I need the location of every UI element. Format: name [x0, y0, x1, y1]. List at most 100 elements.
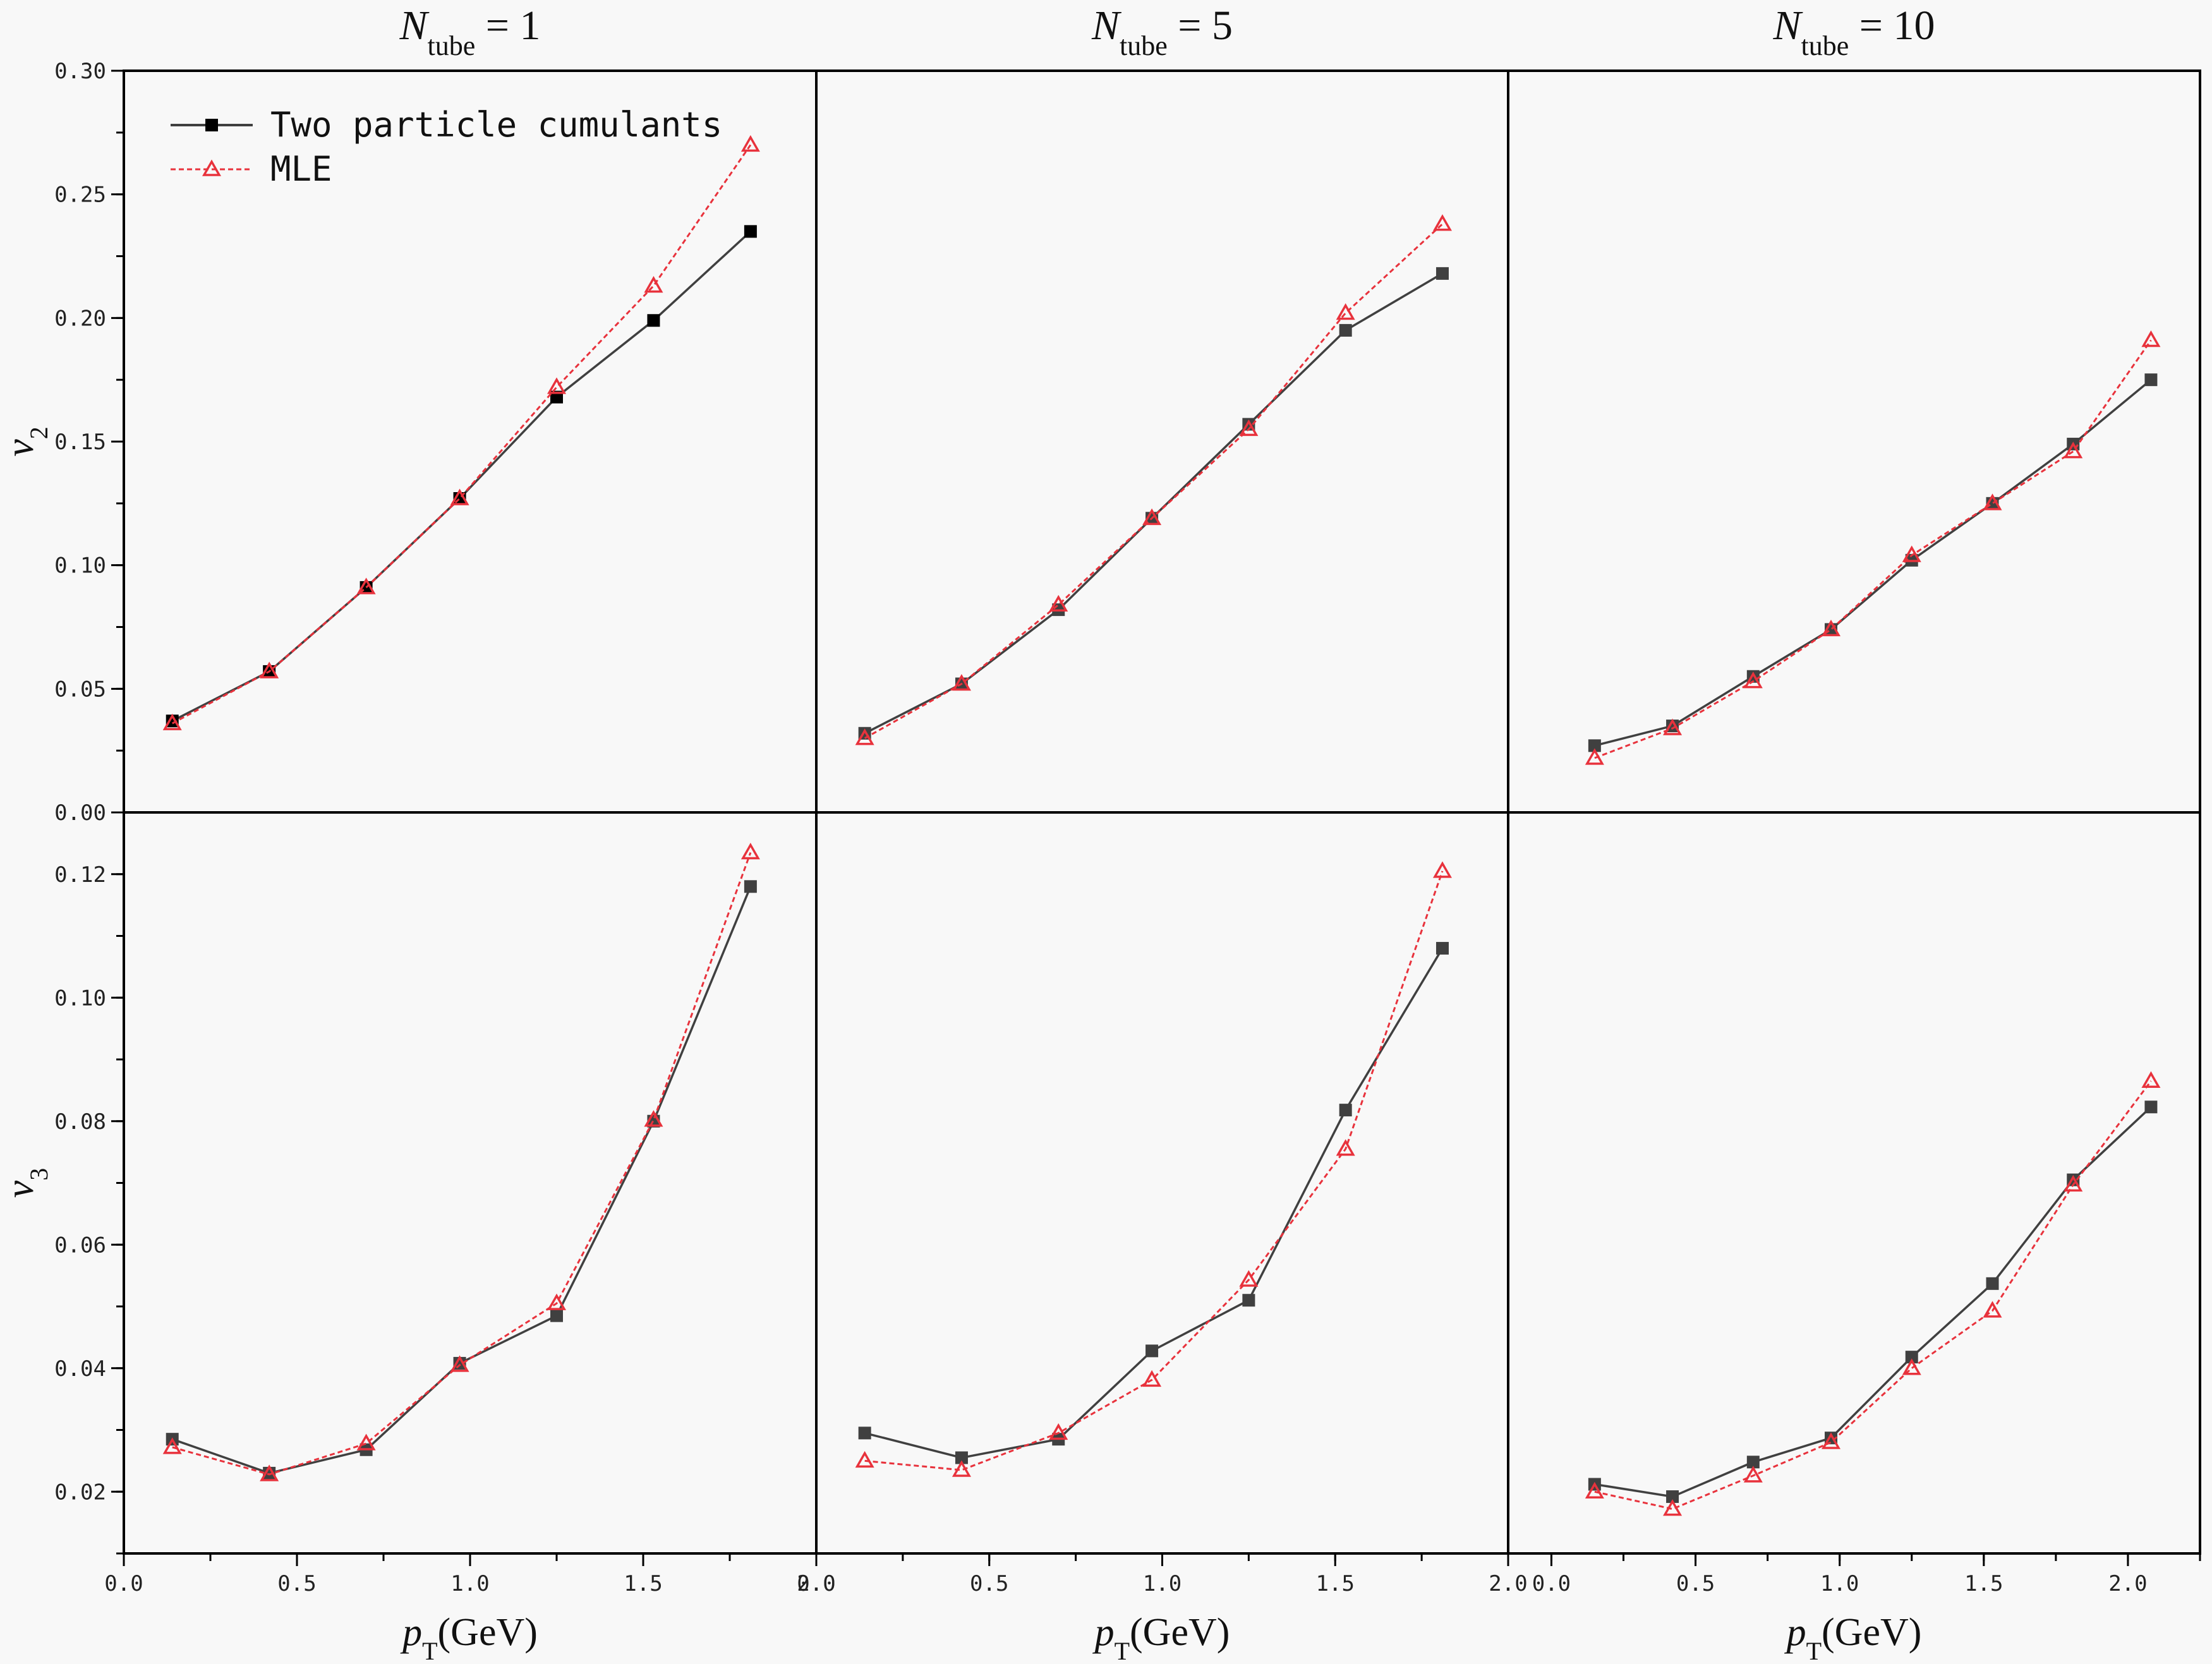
x-tick-label: 2.0 — [1489, 1571, 1527, 1596]
y-axis-title-row1: v3 — [0, 1168, 53, 1198]
mle-data-point — [1049, 594, 1068, 612]
y-tick-label: 0.04 — [54, 1356, 106, 1382]
mle-data-point — [1049, 1423, 1068, 1440]
mle-series-line — [172, 852, 752, 1476]
cumulant-data-point — [744, 225, 757, 238]
mle-data-point — [547, 377, 567, 394]
mle-data-point — [450, 488, 469, 505]
mle-data-point — [1585, 1481, 1604, 1498]
y-tick-label: 0.20 — [54, 306, 106, 331]
mle-data-point — [1902, 545, 1921, 562]
cumulant-data-point — [166, 714, 179, 728]
x-tick-label: 0.5 — [1676, 1571, 1715, 1596]
mle-data-point — [644, 1110, 663, 1127]
x-tick-label: 1.0 — [1820, 1571, 1859, 1596]
x-tick-label: 0.0 — [1532, 1571, 1571, 1596]
cumulant-data-point — [1666, 720, 1679, 733]
mle-data-point — [952, 673, 971, 691]
cumulant-data-point — [1242, 1294, 1255, 1307]
x-tick-label: 0.5 — [277, 1571, 316, 1596]
cumulant-data-point — [1588, 739, 1601, 752]
mle-data-point — [1743, 1466, 1763, 1483]
mle-data-point — [1821, 1432, 1841, 1449]
mle-data-point — [356, 577, 376, 594]
mle-data-point — [2141, 330, 2161, 347]
mle-data-point — [855, 1450, 874, 1468]
cumulant-data-point — [1746, 1456, 1760, 1469]
y-tick-label: 0.25 — [54, 183, 106, 208]
cumulant-data-point — [1986, 1277, 1999, 1290]
mle-data-point — [1743, 672, 1763, 689]
y-tick-label: 0.08 — [54, 1109, 106, 1135]
mle-data-point — [1983, 1301, 2002, 1318]
cumulant-data-point — [1666, 1490, 1679, 1504]
x-axis-title-col1: pT(GeV) — [1092, 1611, 1230, 1664]
mle-data-point — [356, 1433, 376, 1450]
cumulant-data-point — [550, 1309, 563, 1322]
mle-data-point — [1983, 493, 2002, 510]
cumulant-data-point — [858, 1426, 871, 1440]
cumulant-data-point — [1145, 1344, 1159, 1358]
x-tick-label: 2.0 — [797, 1571, 835, 1596]
cumulant-data-point — [647, 314, 660, 327]
mle-data-point — [740, 135, 760, 152]
y-tick-label: 0.00 — [54, 800, 106, 826]
x-tick-label: 1.0 — [1143, 1571, 1182, 1596]
y-tick-label: 0.12 — [54, 862, 106, 888]
y-tick-label: 0.15 — [54, 430, 106, 455]
mle-data-point — [1663, 1499, 1683, 1516]
cumulant-data-point — [744, 880, 757, 893]
panel-r1-c2 — [1585, 1071, 2161, 1516]
mle-data-point — [1239, 1270, 1259, 1287]
mle-series-line — [864, 223, 1443, 739]
x-tick-label: 0.0 — [797, 1571, 835, 1596]
panel-r1-c0 — [162, 843, 760, 1481]
axis-labels: v2 v3 pT(GeV) Ntube = 1 pT(GeV) Ntube = 5 pT(G… — [0, 3, 1935, 1664]
mle-series-line — [1594, 1080, 2152, 1510]
y-tick-label: 0.06 — [54, 1233, 106, 1258]
panel-r0-c1 — [855, 214, 1452, 745]
mle-data-point — [644, 275, 663, 293]
y-tick-label: 0.10 — [54, 986, 106, 1011]
mle-data-point — [855, 728, 874, 745]
mle-data-point — [1902, 1358, 1921, 1375]
column-title-1: Ntube = 5 — [1091, 3, 1233, 61]
legend-cumulant-label: Two particle cumulants — [270, 105, 722, 145]
legend-mle-marker — [202, 159, 222, 176]
mle-data-point — [2141, 1071, 2161, 1088]
x-tick-label: 1.5 — [1964, 1571, 2003, 1596]
y-tick-label: 0.10 — [54, 553, 106, 579]
cumulant-data-point — [453, 1356, 466, 1370]
cumulant-series-line — [1594, 1106, 2152, 1498]
cumulant-data-point — [1905, 1351, 1918, 1364]
x-tick-label: 1.0 — [450, 1571, 489, 1596]
cumulant-data-point — [1435, 942, 1449, 955]
cumulant-data-point — [2144, 373, 2158, 387]
mle-series-line — [864, 871, 1444, 1471]
mle-series-line — [1594, 339, 2152, 759]
x-axis-title-col2: pT(GeV) — [1784, 1611, 1922, 1664]
x-tick-label: 1.5 — [1316, 1571, 1355, 1596]
panels — [162, 135, 2161, 1516]
mle-data-point — [2064, 442, 2083, 459]
y-tick-label: 0.02 — [54, 1480, 106, 1505]
x-tick-label: 0.0 — [104, 1571, 143, 1596]
mle-data-point — [1142, 1370, 1162, 1387]
x-tick-label: 0.5 — [970, 1571, 1008, 1596]
mle-data-point — [547, 1293, 567, 1310]
mle-data-point — [1821, 619, 1841, 637]
column-title-2: Ntube = 10 — [1772, 3, 1935, 61]
mle-data-point — [260, 1464, 279, 1481]
y-axis-title-row0: v2 — [0, 426, 53, 457]
cumulant-data-point — [1339, 323, 1352, 337]
panel-r0-c0 — [162, 135, 760, 730]
mle-data-point — [1432, 214, 1452, 231]
x-tick-label: 2.0 — [2108, 1571, 2147, 1596]
column-title-0: Ntube = 1 — [399, 3, 540, 61]
mle-data-point — [1585, 748, 1604, 765]
mle-data-point — [162, 1437, 182, 1454]
cumulant-data-point — [263, 1466, 276, 1480]
